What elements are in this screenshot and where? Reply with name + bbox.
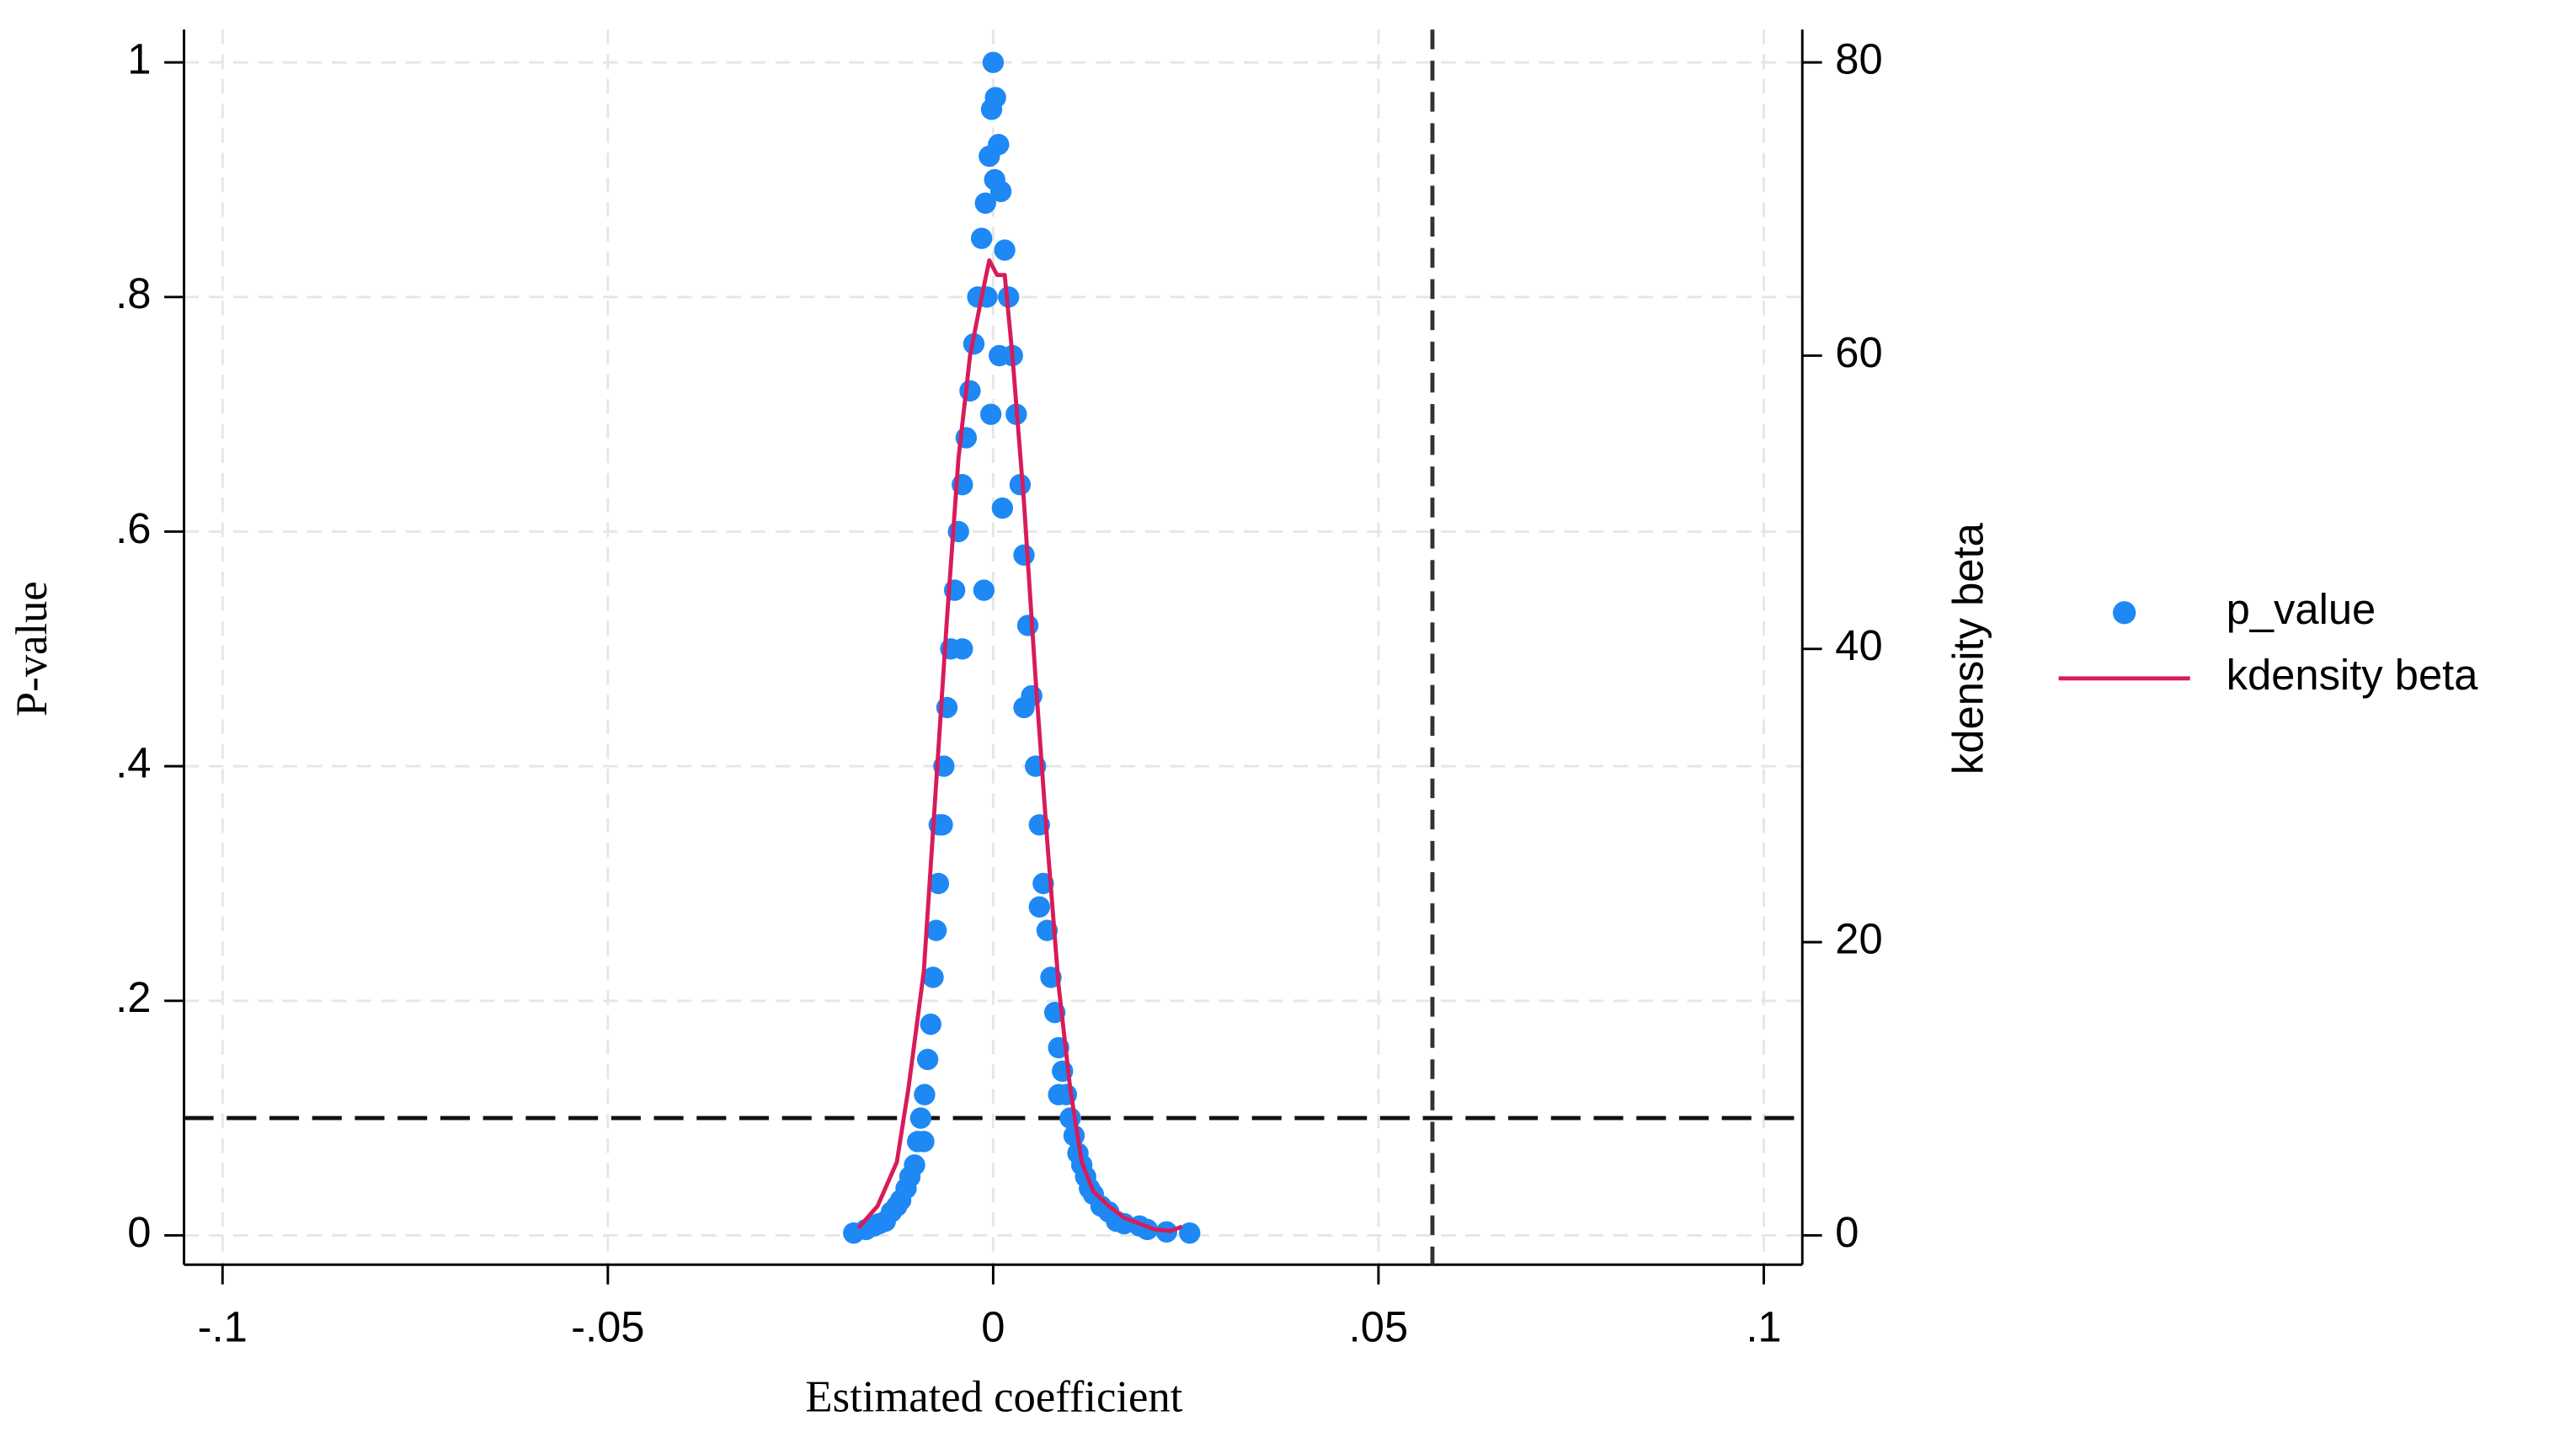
scatter-point <box>920 1013 941 1035</box>
x-tick-label: 0 <box>981 1303 1005 1351</box>
scatter-point <box>988 133 1010 156</box>
y-tick-label: 1 <box>127 35 151 83</box>
scatter-point <box>984 87 1006 109</box>
y2-tick-label: 0 <box>1835 1208 1859 1256</box>
scatter-point <box>927 872 950 895</box>
y-tick-label: .4 <box>115 739 151 787</box>
scatter-point <box>989 344 1011 367</box>
scatter-point <box>1048 1083 1069 1105</box>
scatter-point <box>1009 474 1032 496</box>
scatter-point <box>970 227 993 249</box>
scatter-point <box>984 168 1005 191</box>
scatter-point <box>916 1048 939 1071</box>
scatter-point <box>959 380 981 402</box>
x-tick-label: .05 <box>1349 1303 1409 1351</box>
scatter-point <box>979 403 1002 425</box>
scatter-point <box>1179 1222 1201 1244</box>
scatter-point <box>922 966 944 988</box>
y2-tick-label: 40 <box>1835 621 1882 669</box>
scatter-point <box>974 192 996 215</box>
y-tick-label: 0 <box>127 1208 151 1256</box>
scatter-point <box>1013 544 1035 567</box>
legend-label: p_value <box>2227 585 2376 633</box>
scatter-point <box>904 1154 925 1176</box>
scatter-point <box>909 1107 932 1129</box>
x-tick-label: -.1 <box>198 1303 248 1351</box>
scatter-point <box>1063 1125 1085 1147</box>
scatter-point <box>982 51 1005 73</box>
legend-label: kdensity beta <box>2227 651 2479 699</box>
scatter-point <box>1016 615 1039 636</box>
y-tick-label: .6 <box>115 504 151 552</box>
scatter-point <box>994 239 1016 261</box>
scatter-point <box>952 638 973 660</box>
legend-marker <box>2112 601 2136 625</box>
plot-root: Estimated coefficient P-value kdensity b… <box>8 29 2478 1421</box>
y-tick-label: .2 <box>115 973 151 1021</box>
scatter-point <box>1028 896 1050 918</box>
scatter-point <box>1013 696 1035 719</box>
scatter-point <box>925 919 947 941</box>
y2-tick-label: 60 <box>1835 328 1882 376</box>
y-axis-label: P-value <box>8 581 56 716</box>
y-tick-label: .8 <box>115 269 151 317</box>
x-tick-label: .1 <box>1746 1303 1781 1351</box>
y2-tick-label: 80 <box>1835 35 1882 83</box>
y2-tick-label: 20 <box>1835 915 1882 963</box>
scatter-point <box>973 579 995 601</box>
y2-axis-label: kdensity beta <box>1944 522 1992 775</box>
x-tick-label: -.05 <box>571 1303 644 1351</box>
density-line <box>856 258 1183 1233</box>
scatter-point <box>991 497 1014 519</box>
x-axis-label: Estimated coefficient <box>805 1372 1182 1421</box>
scatter-point <box>913 1131 935 1153</box>
scatter-point <box>914 1083 936 1105</box>
